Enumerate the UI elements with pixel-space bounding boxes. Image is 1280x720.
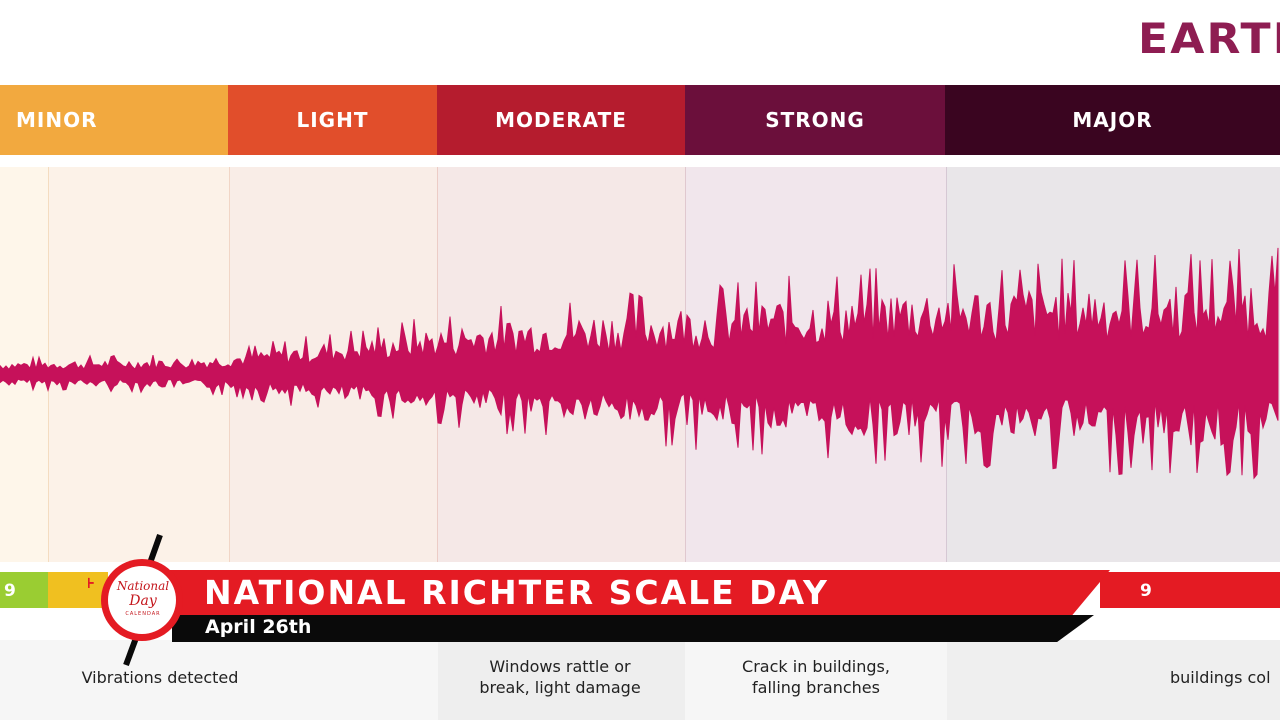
- description-strong: Crack in buildings, falling branches: [742, 657, 890, 697]
- band-strong-label: STRONG: [765, 108, 865, 132]
- band-light-label: LIGHT: [296, 108, 369, 132]
- band-major: MAJOR: [945, 85, 1280, 155]
- seismic-waveform: [0, 247, 1279, 480]
- band-light: LIGHT: [228, 85, 437, 155]
- banner-title: NATIONAL RICHTER SCALE DAY: [204, 573, 829, 612]
- logo-line2: Day: [129, 593, 157, 609]
- description-column-bg: [947, 640, 1280, 720]
- magnitude-bar: [0, 572, 1280, 608]
- description-row: [0, 640, 1280, 720]
- band-major-label: MAJOR: [1072, 108, 1153, 132]
- description-column-bg: [438, 640, 685, 720]
- band-moderate: MODERATE: [437, 85, 685, 155]
- band-minor-label: MINOR: [16, 108, 98, 132]
- seismic-wave-path: [0, 247, 1279, 480]
- description-major: buildings col: [1170, 668, 1271, 687]
- description-minor: Vibrations detected: [81, 668, 239, 687]
- richter-scale-bands: MINOR LIGHT MODERATE STRONG MAJOR: [0, 85, 1280, 155]
- logo-line3: CALENDAR: [125, 611, 161, 617]
- page-title: EARTH: [1138, 14, 1280, 63]
- bar-segment: [48, 572, 108, 608]
- national-day-calendar-logo: + National Day CALENDAR: [82, 533, 198, 668]
- description-moderate: Windows rattle or break, light damage: [479, 657, 641, 697]
- magnitude-label-left: 9: [4, 581, 16, 601]
- title-banner: [170, 570, 1110, 615]
- bar-segment: [0, 572, 48, 608]
- seismograph-chart: [0, 167, 1280, 562]
- date-banner: [172, 615, 1094, 642]
- magnitude-label-right: 9: [1140, 581, 1152, 601]
- band-strong: STRONG: [685, 85, 945, 155]
- band-moderate-label: MODERATE: [495, 108, 627, 132]
- banner-date: April 26th: [205, 616, 312, 638]
- band-minor: MINOR: [0, 85, 228, 155]
- logo-emblem: +: [82, 533, 183, 667]
- logo-line1: National: [116, 579, 170, 593]
- bar-segment: [1100, 572, 1280, 608]
- svg-text:+: +: [88, 573, 95, 592]
